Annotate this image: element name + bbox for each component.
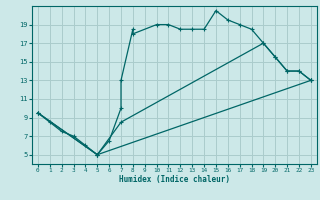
X-axis label: Humidex (Indice chaleur): Humidex (Indice chaleur) [119,175,230,184]
